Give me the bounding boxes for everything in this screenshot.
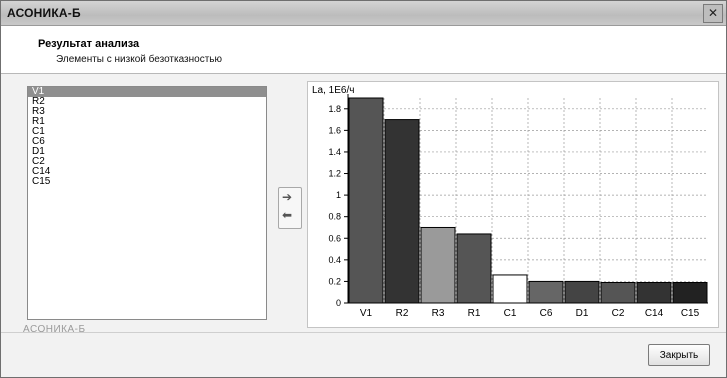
- x-tick-label: R3: [432, 308, 445, 319]
- list-item[interactable]: R1: [32, 116, 45, 127]
- x-tick-label: V1: [360, 308, 373, 319]
- x-tick-label: C2: [612, 308, 625, 319]
- list-item[interactable]: D1: [32, 146, 45, 157]
- close-button[interactable]: Закрыть: [648, 344, 710, 366]
- bar-D1: [564, 280, 600, 304]
- x-tick-label: C6: [540, 308, 553, 319]
- bar-C15: [672, 282, 708, 304]
- x-tick-label: C15: [681, 308, 700, 319]
- y-tick-label: 0.2: [328, 276, 341, 286]
- y-tick-label: 0: [336, 298, 341, 308]
- dialog-header: Результат анализа Элементы с низкой безо…: [1, 26, 726, 74]
- title-bar[interactable]: АСОНИКА-Б ✕: [1, 1, 726, 26]
- y-axis-label: La, 1E6/ч: [312, 85, 354, 96]
- list-item[interactable]: C15: [32, 176, 51, 187]
- bar-C2: [600, 282, 636, 304]
- x-tick-label: R1: [468, 308, 481, 319]
- x-tick-label: C14: [645, 308, 664, 319]
- bar-V1: [348, 97, 384, 304]
- y-tick-label: 1.6: [328, 125, 341, 135]
- swap-left-icon: ⬅: [282, 208, 293, 222]
- swap-panel-button[interactable]: ➔ ⬅: [278, 187, 302, 229]
- dialog-subtitle: Элементы с низкой безотказностью: [56, 54, 222, 65]
- list-item[interactable]: V1: [28, 87, 266, 97]
- chart-canvas: 0 0.2 0.4 0.6 0.8 1 1.2 1.4 1.6 1.8 V1 R2 R3 R1 C1 C6 D1…: [312, 85, 708, 319]
- dialog-title: Результат анализа: [38, 38, 140, 50]
- list-item[interactable]: C14: [32, 166, 51, 177]
- y-tick-label: 1.8: [328, 104, 341, 114]
- list-item[interactable]: R2: [32, 96, 45, 107]
- bar-R3: [420, 226, 456, 304]
- x-tick-label: C1: [504, 308, 517, 319]
- x-tick-label: R2: [396, 308, 409, 319]
- window-title: АСОНИКА-Б: [7, 6, 81, 20]
- bar-R1: [456, 233, 492, 304]
- bar-chart: 0 0.2 0.4 0.6 0.8 1 1.2 1.4 1.6 1.8 V1 R2 R3 R1 C1 C6 D1…: [307, 81, 719, 328]
- list-item[interactable]: R3: [32, 106, 45, 117]
- y-tick-label: 0.4: [328, 255, 341, 265]
- y-tick-label: 1: [336, 190, 341, 200]
- bar-C14: [636, 282, 672, 304]
- list-item[interactable]: C2: [32, 156, 45, 167]
- footer-divider: [1, 332, 726, 333]
- x-tick-label: D1: [576, 308, 589, 319]
- brand-label: АСОНИКА-Б: [23, 324, 86, 335]
- list-item[interactable]: C1: [32, 126, 45, 137]
- elements-listbox[interactable]: V1 R2 R3 R1 C1 C6 D1 C2 C14 C15: [27, 86, 267, 320]
- bar-C6: [528, 280, 564, 304]
- bar-R2: [384, 119, 420, 304]
- y-tick-label: 0.6: [328, 233, 341, 243]
- y-tick-label: 1.4: [328, 147, 341, 157]
- close-icon[interactable]: ✕: [703, 4, 723, 23]
- bar-C1: [492, 274, 528, 304]
- list-item[interactable]: C6: [32, 136, 45, 147]
- y-tick-label: 1.2: [328, 169, 341, 179]
- y-tick-label: 0.8: [328, 212, 341, 222]
- swap-right-icon: ➔: [282, 190, 293, 204]
